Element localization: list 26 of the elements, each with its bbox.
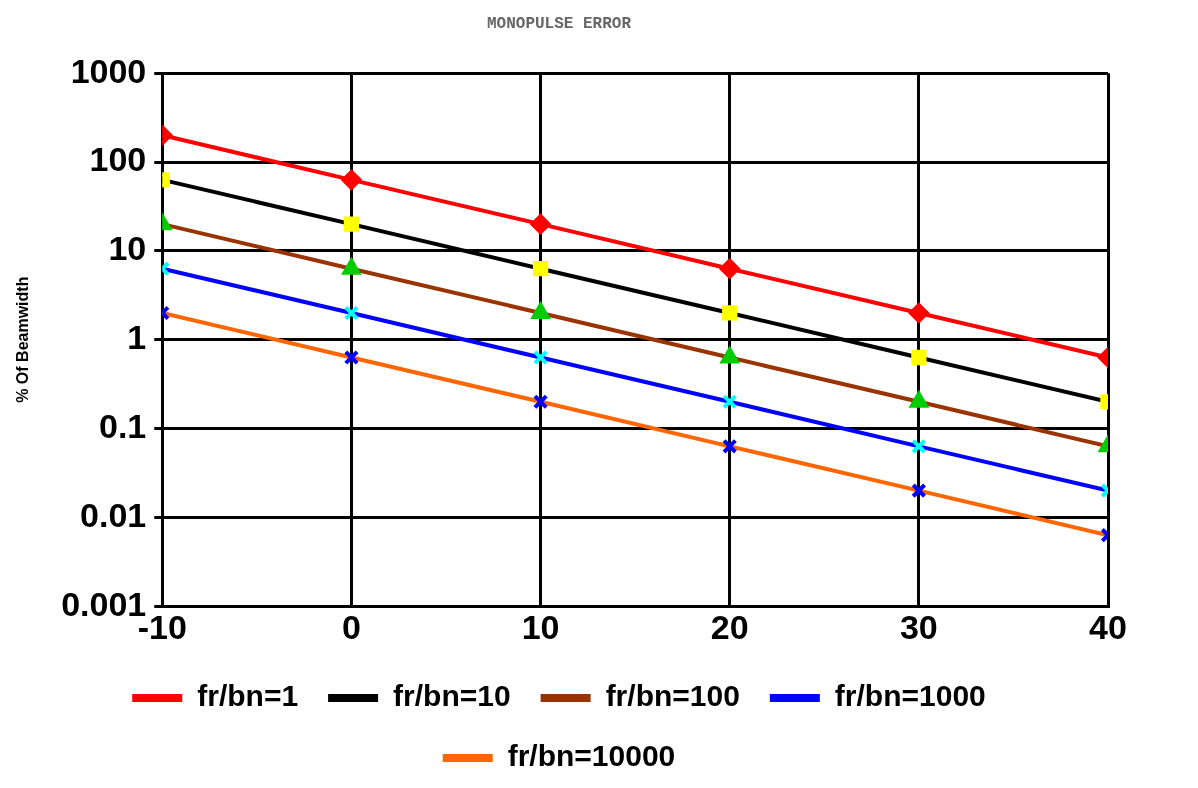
legend-label: fr/bn=10 bbox=[393, 679, 511, 713]
point bbox=[722, 305, 738, 321]
x-tick-label: 30 bbox=[899, 607, 938, 646]
y-tick-label: 1000 bbox=[70, 51, 147, 90]
point bbox=[532, 349, 549, 366]
point bbox=[722, 438, 738, 455]
x-tick-label: 0 bbox=[341, 607, 361, 646]
legend-label: fr/bn=10000 bbox=[507, 739, 676, 773]
chart-title: MONOPULSE ERROR bbox=[486, 14, 632, 33]
legend-label: fr/bn=1 bbox=[197, 679, 299, 713]
y-axis-title: % Of Beamwidth bbox=[14, 276, 32, 403]
legend-label: fr/bn=100 bbox=[605, 679, 740, 713]
y-tick-label: 10 bbox=[108, 229, 147, 268]
x-tick-label: 40 bbox=[1089, 607, 1127, 646]
point bbox=[719, 258, 740, 279]
y-tick-label: 1 bbox=[127, 318, 147, 357]
y-tick-label: 0.01 bbox=[80, 495, 147, 534]
x-tick-label: 10 bbox=[521, 607, 560, 646]
point bbox=[532, 261, 549, 277]
y-tick-label: 100 bbox=[89, 140, 147, 179]
point bbox=[530, 214, 551, 235]
legend-label: fr/bn=1000 bbox=[834, 679, 986, 713]
point bbox=[722, 394, 738, 410]
y-tick-label: 0.1 bbox=[99, 406, 147, 445]
point bbox=[532, 394, 549, 410]
x-tick-label: 20 bbox=[710, 607, 749, 646]
